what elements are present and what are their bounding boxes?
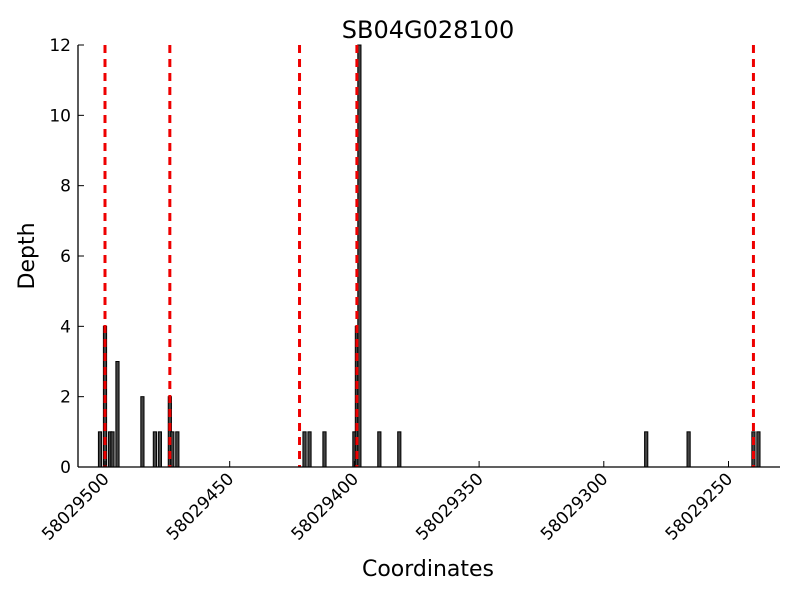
y-tick-label-2: 4 xyxy=(60,317,71,337)
depth-bar-13 xyxy=(322,431,327,468)
depth-bar-11 xyxy=(302,431,307,468)
x-tick-label-0: 58029500 xyxy=(38,469,113,544)
y-tick-label-1: 2 xyxy=(60,388,71,408)
depth-bar-7 xyxy=(157,431,162,468)
x-tick-label-1: 58029450 xyxy=(163,469,238,544)
depth-bar-12 xyxy=(307,431,312,468)
depth-bar-3 xyxy=(110,431,115,468)
y-tick-label-5: 10 xyxy=(49,106,71,126)
y-tick-label-6: 12 xyxy=(49,36,71,56)
depth-bar-10 xyxy=(175,431,180,468)
depth-bar-22 xyxy=(756,431,761,468)
y-tick-label-3: 6 xyxy=(60,247,71,267)
depth-bar-4 xyxy=(115,361,120,468)
x-tick-label-2: 58029400 xyxy=(288,469,363,544)
x-ticks-group: 58029500 58029450 58029400 58029350 58029300… xyxy=(38,461,737,545)
x-tick-label-4: 58029300 xyxy=(537,469,612,544)
chart-title: SB04G028100 xyxy=(342,16,514,44)
y-tick-label-4: 8 xyxy=(60,177,71,197)
y-axis-label: Depth xyxy=(15,222,40,289)
bars-group xyxy=(97,44,761,468)
depth-bar-18 xyxy=(397,431,402,468)
depth-bar-5 xyxy=(140,396,145,468)
depth-bar-19 xyxy=(644,431,649,468)
depth-bar-17 xyxy=(377,431,382,468)
x-tick-label-3: 58029350 xyxy=(412,469,487,544)
depth-bar-0 xyxy=(97,431,103,468)
reference-lines-group xyxy=(103,45,755,467)
x-tick-label-5: 58029250 xyxy=(662,469,737,544)
depth-bar-20 xyxy=(686,431,691,468)
y-tick-label-0: 0 xyxy=(60,458,71,478)
depth-bar-6 xyxy=(152,431,157,468)
y-ticks-group: 0 2 4 6 8 10 12 xyxy=(49,36,84,478)
x-axis-label: Coordinates xyxy=(362,557,494,582)
